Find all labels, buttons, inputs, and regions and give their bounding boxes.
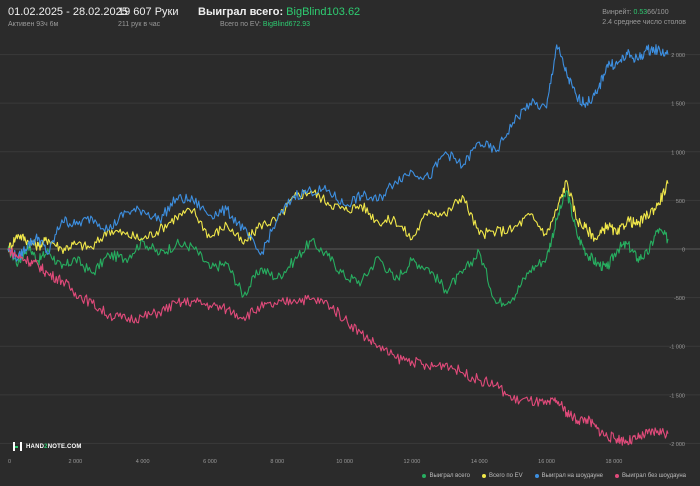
x-tick-label: 16 000 <box>538 459 555 465</box>
series-line <box>7 179 669 255</box>
x-tick-label: 14 000 <box>471 459 488 465</box>
brand-logo: HAND2NOTE.COM <box>12 441 82 452</box>
y-tick-label: -1 000 <box>669 345 685 351</box>
y-tick-label: -2 000 <box>669 442 685 448</box>
grid-lines <box>0 54 700 444</box>
y-tick-label: 2 000 <box>671 53 685 59</box>
winrate-block: Винрейт: 0.5366/100 2.4 среднее число ст… <box>602 9 686 26</box>
winrate-suffix: 66/100 <box>647 9 669 16</box>
y-tick-label: 0 <box>682 248 685 254</box>
won-total-label: Выиграл всего: <box>198 6 284 18</box>
brand-name: HAND2NOTE.COM <box>26 443 82 450</box>
hands-count: 19 607 Руки <box>118 6 179 18</box>
legend-non-showdown[interactable]: Выиграл без шоудауна <box>615 473 686 479</box>
avg-tables: 2.4 среднее число столов <box>602 19 686 26</box>
x-tick-label: 4 000 <box>136 459 150 465</box>
legend-label: Выиграл без шоудауна <box>622 473 686 479</box>
series-line <box>7 247 669 446</box>
y-axis-ticks: 2 000 1 500 1 000 500 0 -500 -1 000 -1 500 -2 00… <box>669 53 685 448</box>
x-tick-label: 2 000 <box>68 459 82 465</box>
active-time: Активен 93ч 6м <box>8 21 59 28</box>
hands-block: 19 607 Руки 211 рук в час <box>118 6 179 28</box>
winrate-value: 0.53 <box>633 9 648 16</box>
chart-legend: Выиграл всего Всего по EV Выиграл на шоу… <box>422 473 686 479</box>
legend-label: Выиграл всего <box>429 473 471 479</box>
won-total-value: BigBlind103.62 <box>286 6 361 18</box>
ev-label: Всего по EV: <box>220 21 261 28</box>
series-line <box>7 190 669 307</box>
legend-label: Всего по EV <box>489 473 523 479</box>
x-tick-label: 0 <box>8 459 11 465</box>
x-tick-label: 18 000 <box>605 459 622 465</box>
x-tick-label: 12 000 <box>404 459 421 465</box>
x-tick-label: 8 000 <box>270 459 284 465</box>
winnings-block: Выиграл всего: BigBlind103.62 Всего по E… <box>198 6 360 28</box>
date-block: 01.02.2025 - 28.02.2025 Активен 93ч 6м <box>8 6 128 28</box>
y-tick-label: 1 500 <box>671 102 685 108</box>
legend-showdown[interactable]: Выиграл на шоудауне <box>534 473 603 479</box>
hand2note-logo-icon <box>13 442 22 451</box>
x-tick-label: 6 000 <box>203 459 217 465</box>
y-tick-label: -500 <box>674 296 685 302</box>
x-tick-label: 10 000 <box>336 459 353 465</box>
legend-dot-icon <box>615 474 619 478</box>
hands-per-hour: 211 рук в час <box>118 21 161 28</box>
legend-dot-icon <box>534 474 539 478</box>
series-lines <box>7 44 669 446</box>
legend-dot-icon <box>422 474 427 478</box>
series-line <box>7 44 669 262</box>
legend-ev[interactable]: Всего по EV <box>482 473 523 479</box>
y-tick-label: 500 <box>676 199 685 205</box>
legend-dot-icon <box>482 474 487 478</box>
date-range[interactable]: 01.02.2025 - 28.02.2025 <box>8 6 128 18</box>
y-tick-label: 1 000 <box>671 150 685 156</box>
x-axis-ticks: 0 2 000 4 000 6 000 8 000 10 000 12 000 14 000 1… <box>8 459 622 465</box>
legend-won-total[interactable]: Выиграл всего <box>422 473 470 479</box>
ev-value: BigBlind672.93 <box>262 21 310 28</box>
y-tick-label: -1 500 <box>669 393 685 399</box>
winrate-label: Винрейт: <box>602 9 632 16</box>
legend-label: Выиграл на шоудауне <box>541 473 603 479</box>
